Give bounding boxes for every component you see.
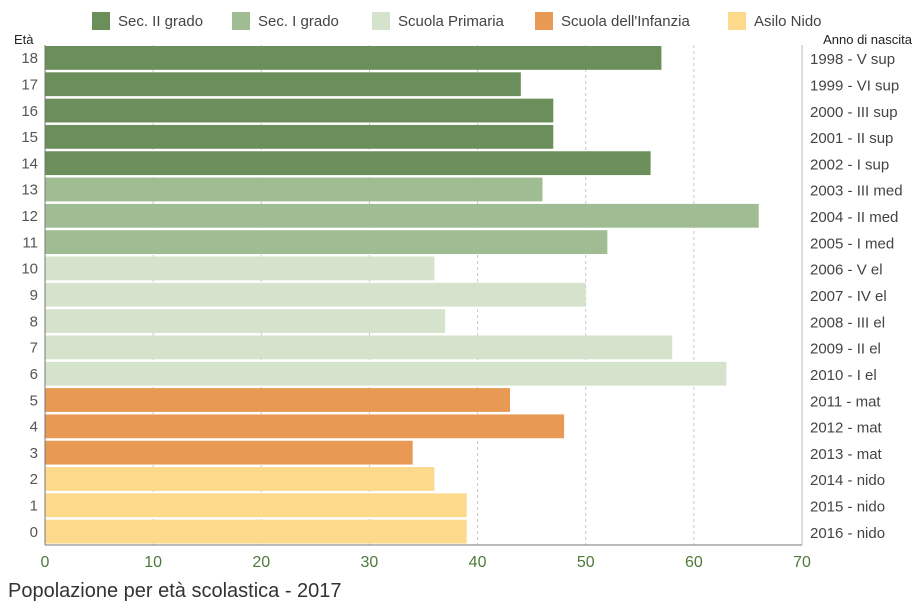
bar (45, 282, 586, 307)
y-tick-label: 5 (30, 392, 38, 409)
y-tick-label: 18 (21, 50, 38, 67)
y2-tick-label: 2003 - III med (810, 183, 903, 200)
y2-tick-label: 2002 - I sup (810, 156, 889, 173)
y2-tick-label: 2005 - I med (810, 235, 894, 252)
y-tick-label: 8 (30, 313, 38, 330)
y2-tick-label: 2013 - mat (810, 446, 883, 463)
y-tick-label: 11 (22, 234, 38, 251)
bar (45, 467, 435, 491)
legend-swatch (535, 12, 553, 30)
bar (45, 230, 608, 255)
y-tick-label: 2 (30, 471, 38, 488)
y-tick-label: 14 (21, 155, 38, 172)
left-axis-title: Età (14, 32, 34, 47)
y-tick-label: 3 (30, 445, 38, 462)
bar (45, 151, 651, 176)
bar (45, 335, 673, 360)
x-tick-label: 20 (252, 554, 270, 571)
y-tick-label: 13 (21, 182, 38, 199)
bar (45, 177, 543, 202)
right-axis-title: Anno di nascita (823, 32, 913, 47)
y-tick-label: 15 (21, 129, 38, 146)
y2-tick-label: 2000 - III sup (810, 104, 898, 121)
y2-tick-label: 2001 - II sup (810, 130, 893, 147)
x-tick-label: 40 (469, 554, 487, 571)
y2-tick-label: 2016 - nido (810, 525, 885, 542)
chart-title: Popolazione per età scolastica - 2017 (8, 580, 342, 602)
x-tick-label: 0 (41, 554, 50, 571)
y2-tick-label: 2007 - IV el (810, 288, 887, 305)
legend-swatch (232, 12, 250, 30)
bar (45, 98, 554, 123)
y-tick-label: 4 (30, 419, 38, 436)
y-tick-label: 9 (30, 287, 38, 304)
y-tick-label: 0 (30, 524, 38, 541)
legend-swatch (728, 12, 746, 30)
legend-swatch (92, 12, 110, 30)
bar (45, 46, 662, 70)
bar (45, 388, 511, 412)
bar (45, 519, 467, 544)
bar (45, 440, 413, 465)
y2-tick-label: 2011 - mat (810, 393, 881, 410)
bar (45, 361, 727, 386)
x-tick-label: 60 (685, 554, 703, 571)
y-tick-label: 7 (30, 340, 38, 357)
bar (45, 414, 565, 439)
y2-tick-label: 1999 - VI sup (810, 77, 899, 94)
x-tick-label: 70 (793, 554, 811, 571)
y2-tick-label: 1998 - V sup (810, 51, 895, 68)
bar (45, 203, 759, 228)
y2-tick-label: 2015 - nido (810, 499, 885, 516)
x-tick-label: 10 (144, 554, 162, 571)
legend-label: Sec. II grado (118, 13, 203, 30)
y2-tick-label: 2014 - nido (810, 472, 885, 489)
y-tick-label: 16 (21, 103, 38, 120)
y2-tick-label: 2006 - V el (810, 262, 883, 279)
y2-tick-label: 2012 - mat (810, 420, 883, 437)
legend-label: Scuola dell'Infanzia (561, 13, 690, 30)
y-tick-label: 6 (30, 366, 38, 383)
bar (45, 124, 554, 149)
legend-label: Sec. I grado (258, 13, 339, 30)
legend-label: Asilo Nido (754, 13, 822, 30)
bar (45, 493, 467, 518)
x-tick-label: 50 (577, 554, 595, 571)
legend-swatch (372, 12, 390, 30)
y2-tick-label: 2009 - II el (810, 341, 881, 358)
bar (45, 309, 446, 333)
y-tick-label: 10 (21, 261, 38, 278)
bar (45, 256, 435, 281)
bar (45, 72, 521, 97)
y-tick-label: 1 (30, 498, 38, 515)
y-tick-label: 17 (21, 76, 38, 93)
y2-tick-label: 2008 - III el (810, 314, 885, 331)
x-tick-label: 30 (361, 554, 379, 571)
y-tick-label: 12 (21, 208, 38, 225)
y2-tick-label: 2004 - II med (810, 209, 898, 226)
legend-label: Scuola Primaria (398, 13, 505, 30)
y2-tick-label: 2010 - I el (810, 367, 877, 384)
